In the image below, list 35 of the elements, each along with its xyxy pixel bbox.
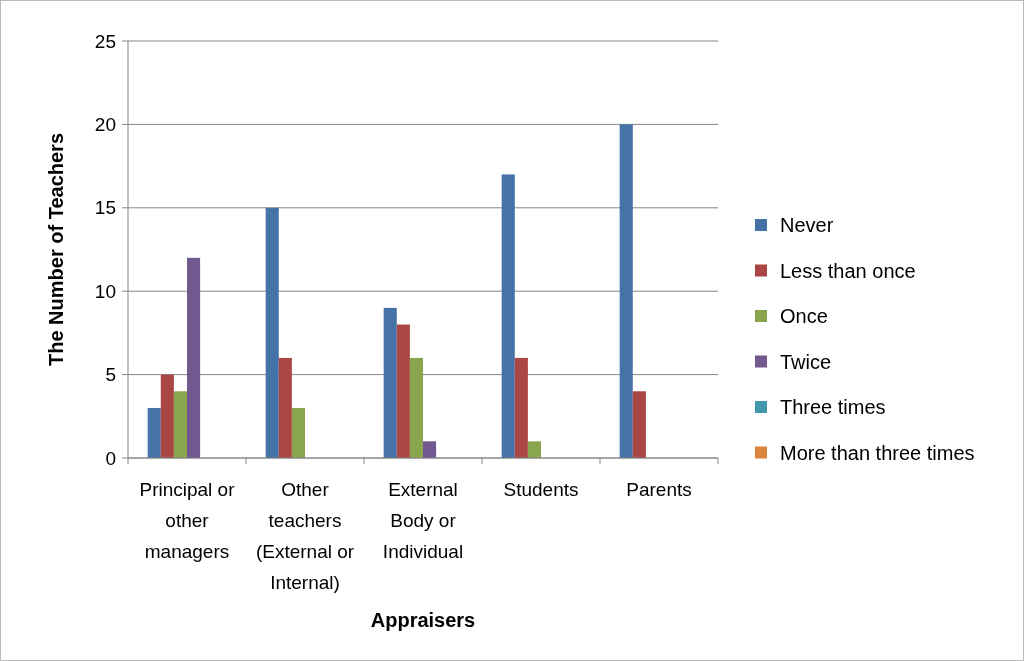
y-tick-label: 5 (105, 364, 116, 386)
y-tick-label: 0 (105, 447, 116, 469)
x-tick-label: Parents (626, 479, 692, 500)
bar (265, 207, 279, 458)
x-tick-label: Principal or other managers (139, 479, 236, 562)
legend-label: Three times (780, 396, 886, 418)
bar (423, 441, 437, 458)
bar (527, 441, 541, 458)
bar (409, 357, 423, 458)
bar (619, 124, 633, 458)
bar (160, 374, 174, 458)
y-tick-label: 15 (94, 197, 116, 219)
legend-label: Once (780, 305, 828, 327)
legend-label: Less than once (780, 259, 916, 282)
y-tick-label: 20 (94, 114, 116, 136)
bar (173, 391, 187, 458)
bar (396, 324, 410, 458)
bar (187, 257, 201, 458)
bar (383, 307, 397, 458)
x-axis-title: Appraisers (370, 609, 476, 631)
bar (632, 391, 646, 458)
x-tick-label: External Body or Individual (382, 479, 464, 562)
bar (291, 407, 305, 458)
bar (278, 357, 292, 458)
bar (147, 407, 161, 458)
x-tick-label: Other teachers (External or Internal) (255, 479, 355, 593)
bar (501, 174, 515, 458)
y-axis-title: The Number of Teachers (45, 132, 67, 367)
bar (514, 357, 528, 458)
y-tick-label: 25 (94, 30, 116, 52)
x-tick-label: Students (503, 479, 579, 500)
legend-label: Twice (780, 350, 832, 373)
legend-label: More than three times (780, 441, 975, 464)
y-tick-label: 10 (94, 280, 116, 302)
legend-label: Never (780, 214, 834, 236)
